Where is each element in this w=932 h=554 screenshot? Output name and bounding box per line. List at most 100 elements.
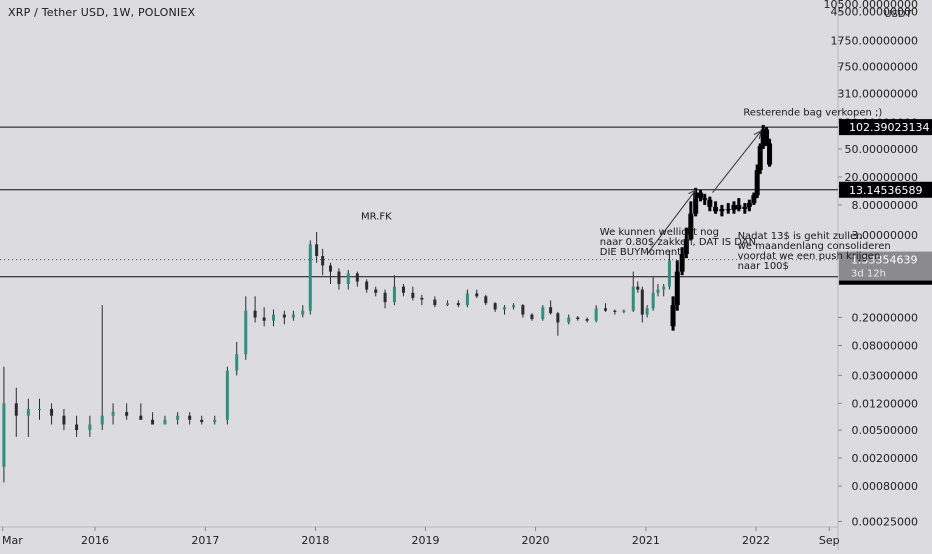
candle-body[interactable] (308, 244, 312, 311)
candle-body[interactable] (321, 256, 325, 266)
candle-body[interactable] (764, 129, 770, 144)
candle-body[interactable] (75, 424, 79, 431)
candle-body[interactable] (594, 308, 598, 321)
y-tick-label: 0.01200000 (852, 397, 918, 410)
candle-body[interactable] (433, 299, 437, 306)
candle-body[interactable] (244, 310, 248, 355)
candle-body[interactable] (188, 415, 192, 420)
candle-body[interactable] (697, 192, 703, 199)
candle-body[interactable] (656, 289, 660, 293)
candle-body[interactable] (541, 307, 545, 320)
candle-body[interactable] (679, 254, 685, 272)
candle-body[interactable] (484, 296, 488, 304)
candle-body[interactable] (253, 310, 257, 318)
candle-body[interactable] (26, 408, 30, 416)
candle-body[interactable] (392, 286, 396, 303)
candle-body[interactable] (411, 292, 415, 298)
candle-body[interactable] (163, 419, 167, 425)
candle-body[interactable] (225, 370, 229, 420)
candle-body[interactable] (337, 271, 341, 284)
candle-body[interactable] (693, 192, 699, 214)
candle-body[interactable] (50, 408, 54, 416)
candle-body[interactable] (662, 286, 666, 290)
candle-body[interactable] (707, 199, 713, 207)
candle-body[interactable] (262, 317, 266, 321)
candle-body[interactable] (301, 310, 305, 315)
candle-body[interactable] (713, 206, 719, 212)
y-tick-label: 4500.00000000 (831, 6, 918, 19)
candle-body[interactable] (456, 303, 460, 306)
candle-body[interactable] (613, 310, 617, 312)
candle-body[interactable] (688, 213, 694, 240)
candle-body[interactable] (760, 129, 766, 147)
candle-body[interactable] (282, 314, 286, 318)
candle-body[interactable] (475, 293, 479, 297)
candle-body[interactable] (670, 305, 676, 327)
candle-body[interactable] (355, 273, 359, 282)
candle-body[interactable] (512, 305, 516, 308)
candle-body[interactable] (493, 303, 497, 310)
candle-body[interactable] (235, 354, 239, 371)
candle-body[interactable] (100, 415, 104, 425)
candle-body[interactable] (719, 209, 725, 212)
candle-body[interactable] (502, 307, 506, 310)
candle-body[interactable] (365, 281, 369, 290)
candle-body[interactable] (742, 206, 748, 210)
candle-body[interactable] (420, 297, 424, 300)
candle-body[interactable] (622, 310, 626, 312)
candle-body[interactable] (2, 403, 6, 467)
trend-arrow-line[interactable] (646, 189, 697, 255)
candle-body[interactable] (674, 271, 680, 306)
candle-body[interactable] (702, 198, 708, 200)
candle-body[interactable] (328, 265, 332, 272)
trend-arrow-line[interactable] (712, 130, 762, 193)
candle-body[interactable] (521, 305, 525, 315)
candle-body[interactable] (213, 419, 217, 423)
candle-body[interactable] (767, 143, 773, 165)
candle-body[interactable] (38, 408, 42, 410)
candle-body[interactable] (751, 195, 757, 204)
candle-body[interactable] (757, 146, 763, 171)
candle-body[interactable] (585, 319, 589, 321)
candle-body[interactable] (383, 292, 387, 303)
candle-body[interactable] (736, 204, 742, 210)
candle-body[interactable] (139, 415, 143, 420)
annotation-text-line: naar 100$ (738, 261, 789, 272)
candle-body[interactable] (754, 170, 760, 196)
candle-body[interactable] (62, 415, 66, 425)
candle-body[interactable] (651, 292, 655, 309)
candle-body[interactable] (401, 286, 405, 293)
candle-body[interactable] (636, 286, 640, 290)
candle-body[interactable] (567, 317, 571, 323)
candle-body[interactable] (549, 307, 553, 314)
candle-body[interactable] (640, 289, 644, 315)
candle-body[interactable] (291, 314, 295, 318)
candle-body[interactable] (14, 403, 18, 416)
candle-body[interactable] (604, 308, 608, 311)
candle-body[interactable] (645, 308, 649, 315)
candle-body[interactable] (111, 412, 115, 416)
plot-area[interactable] (0, 0, 838, 527)
candle-body[interactable] (631, 286, 635, 311)
candle-body[interactable] (125, 412, 129, 416)
candle-body[interactable] (725, 209, 731, 211)
candle-body[interactable] (151, 419, 155, 425)
candle-body[interactable] (374, 289, 378, 293)
candle-body[interactable] (465, 293, 469, 306)
candle-body[interactable] (731, 204, 737, 210)
candle-body[interactable] (530, 314, 534, 320)
candle-body[interactable] (346, 273, 350, 284)
annotation-text-line: DIE BUYMoment (600, 247, 681, 258)
candle-body[interactable] (445, 303, 449, 306)
candle-body[interactable] (667, 260, 671, 287)
candle-body[interactable] (315, 244, 319, 257)
candle-body[interactable] (556, 313, 560, 323)
candle-body[interactable] (746, 203, 752, 207)
candle-body[interactable] (272, 314, 276, 321)
candle-body[interactable] (176, 415, 180, 420)
candle-body[interactable] (576, 317, 580, 320)
candle-body[interactable] (88, 424, 92, 431)
candle-body[interactable] (200, 419, 204, 423)
candle-body[interactable] (683, 239, 689, 255)
